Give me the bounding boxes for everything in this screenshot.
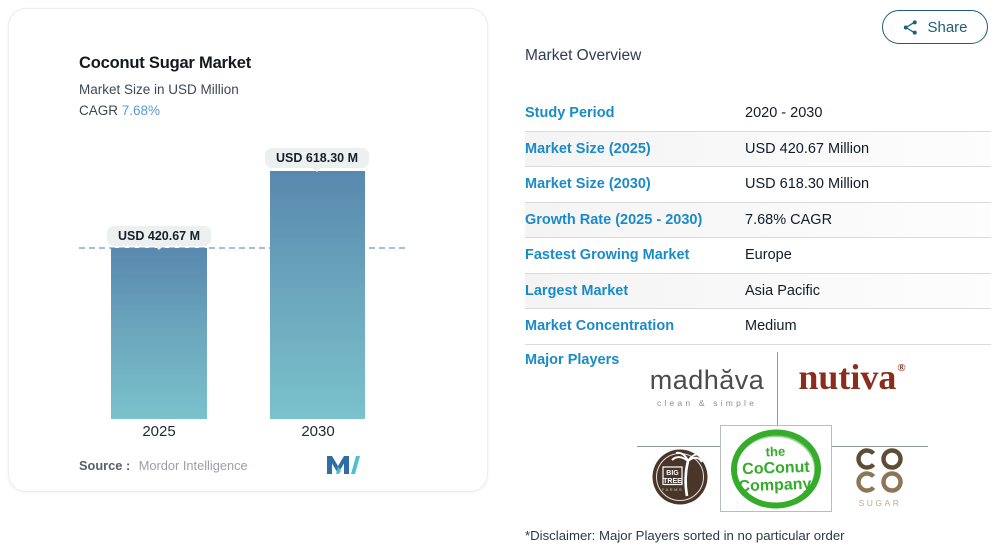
source-value: Mordor Intelligence bbox=[138, 458, 248, 473]
major-players-label: Major Players bbox=[525, 352, 620, 368]
row-value: 2020 - 2030 bbox=[745, 105, 823, 122]
coconut-company-logo: the CoConut Company. bbox=[731, 428, 821, 509]
big-tree-line1: BIG bbox=[666, 470, 679, 477]
row-label: Market Size (2030) bbox=[525, 176, 651, 193]
chart-subtitle: Market Size in USD Million bbox=[79, 82, 239, 97]
source-row: Source : Mordor Intelligence bbox=[79, 458, 248, 473]
coconut-company-line1: the bbox=[765, 443, 785, 459]
row-label: Study Period bbox=[525, 105, 615, 122]
madhava-tagline: clean & simple bbox=[656, 398, 758, 408]
table-row-growth-rate: Growth Rate (2025 - 2030) 7.68% CAGR bbox=[525, 202, 991, 238]
nutiva-wordmark: nutiva bbox=[798, 357, 897, 397]
row-label: Market Concentration bbox=[525, 318, 675, 335]
table-row-study-period: Study Period 2020 - 2030 bbox=[525, 96, 991, 132]
share-icon bbox=[904, 19, 918, 35]
market-overview-title: Market Overview bbox=[525, 47, 642, 64]
share-button[interactable]: Share bbox=[882, 10, 988, 44]
table-row-market-concentration: Market Concentration Medium bbox=[525, 309, 991, 345]
row-label: Market Size (2025) bbox=[525, 140, 651, 157]
players-connector-line-left bbox=[637, 446, 720, 447]
coconut-company-logo-box: the CoConut Company. bbox=[720, 425, 832, 512]
nutiva-logo: nutiva® bbox=[786, 359, 918, 395]
bar-2030 bbox=[270, 171, 365, 419]
table-row-market-size-2030: Market Size (2030) USD 618.30 Million bbox=[525, 167, 991, 203]
madhava-wordmark: madhăva bbox=[649, 365, 765, 395]
chart-card: Coconut Sugar Market Market Size in USD … bbox=[8, 8, 488, 492]
big-tree-line3: FARMS bbox=[662, 487, 683, 492]
row-value: Europe bbox=[745, 247, 792, 264]
players-vertical-divider bbox=[777, 352, 778, 425]
table-row-fastest-growing-market: Fastest Growing Market Europe bbox=[525, 238, 991, 274]
bar-2025 bbox=[111, 248, 207, 419]
coconut-company-line3: Company. bbox=[738, 475, 815, 495]
coco-sugar-logo: SUGAR bbox=[856, 448, 903, 508]
x-axis-label-2030: 2030 bbox=[301, 423, 335, 440]
madhava-logo: madhăva clean & simple bbox=[642, 365, 772, 409]
big-tree-farms-logo: BIG TREE FARMS bbox=[652, 449, 708, 505]
disclaimer-text: *Disclaimer: Major Players sorted in no … bbox=[525, 528, 845, 543]
coconut-company-line2: CoConut bbox=[742, 458, 811, 477]
chart-title: Coconut Sugar Market bbox=[79, 54, 252, 72]
row-value: Asia Pacific bbox=[745, 282, 820, 299]
bar-2030-value-label: USD 618.30 M bbox=[265, 148, 369, 168]
big-tree-line2: TREE bbox=[663, 478, 682, 485]
cagr-label: CAGR bbox=[79, 103, 119, 118]
row-value: USD 618.30 Million bbox=[745, 176, 870, 193]
mordor-intelligence-logo-icon bbox=[327, 456, 360, 474]
row-value: USD 420.67 Million bbox=[745, 140, 870, 157]
cagr-value: 7.68% bbox=[121, 103, 161, 118]
row-label: Fastest Growing Market bbox=[525, 247, 690, 264]
coco-sugar-caption: SUGAR bbox=[859, 498, 902, 508]
market-overview-table: Study Period 2020 - 2030 Market Size (20… bbox=[525, 96, 991, 345]
row-value: 7.68% CAGR bbox=[745, 211, 833, 228]
row-value: Medium bbox=[745, 318, 797, 335]
row-label: Largest Market bbox=[525, 282, 629, 299]
players-connector-line-right bbox=[832, 446, 928, 447]
cagr-line: CAGR 7.68% bbox=[79, 103, 160, 118]
share-button-label: Share bbox=[927, 18, 968, 36]
table-row-largest-market: Largest Market Asia Pacific bbox=[525, 273, 991, 309]
dashed-reference-line bbox=[79, 247, 405, 249]
nutiva-reg-mark: ® bbox=[897, 362, 906, 374]
row-label: Growth Rate (2025 - 2030) bbox=[525, 211, 703, 228]
x-axis-label-2025: 2025 bbox=[142, 423, 176, 440]
bar-2025-value-label: USD 420.67 M bbox=[107, 226, 211, 246]
table-row-market-size-2025: Market Size (2025) USD 420.67 Million bbox=[525, 131, 991, 167]
source-label: Source : bbox=[79, 458, 131, 473]
